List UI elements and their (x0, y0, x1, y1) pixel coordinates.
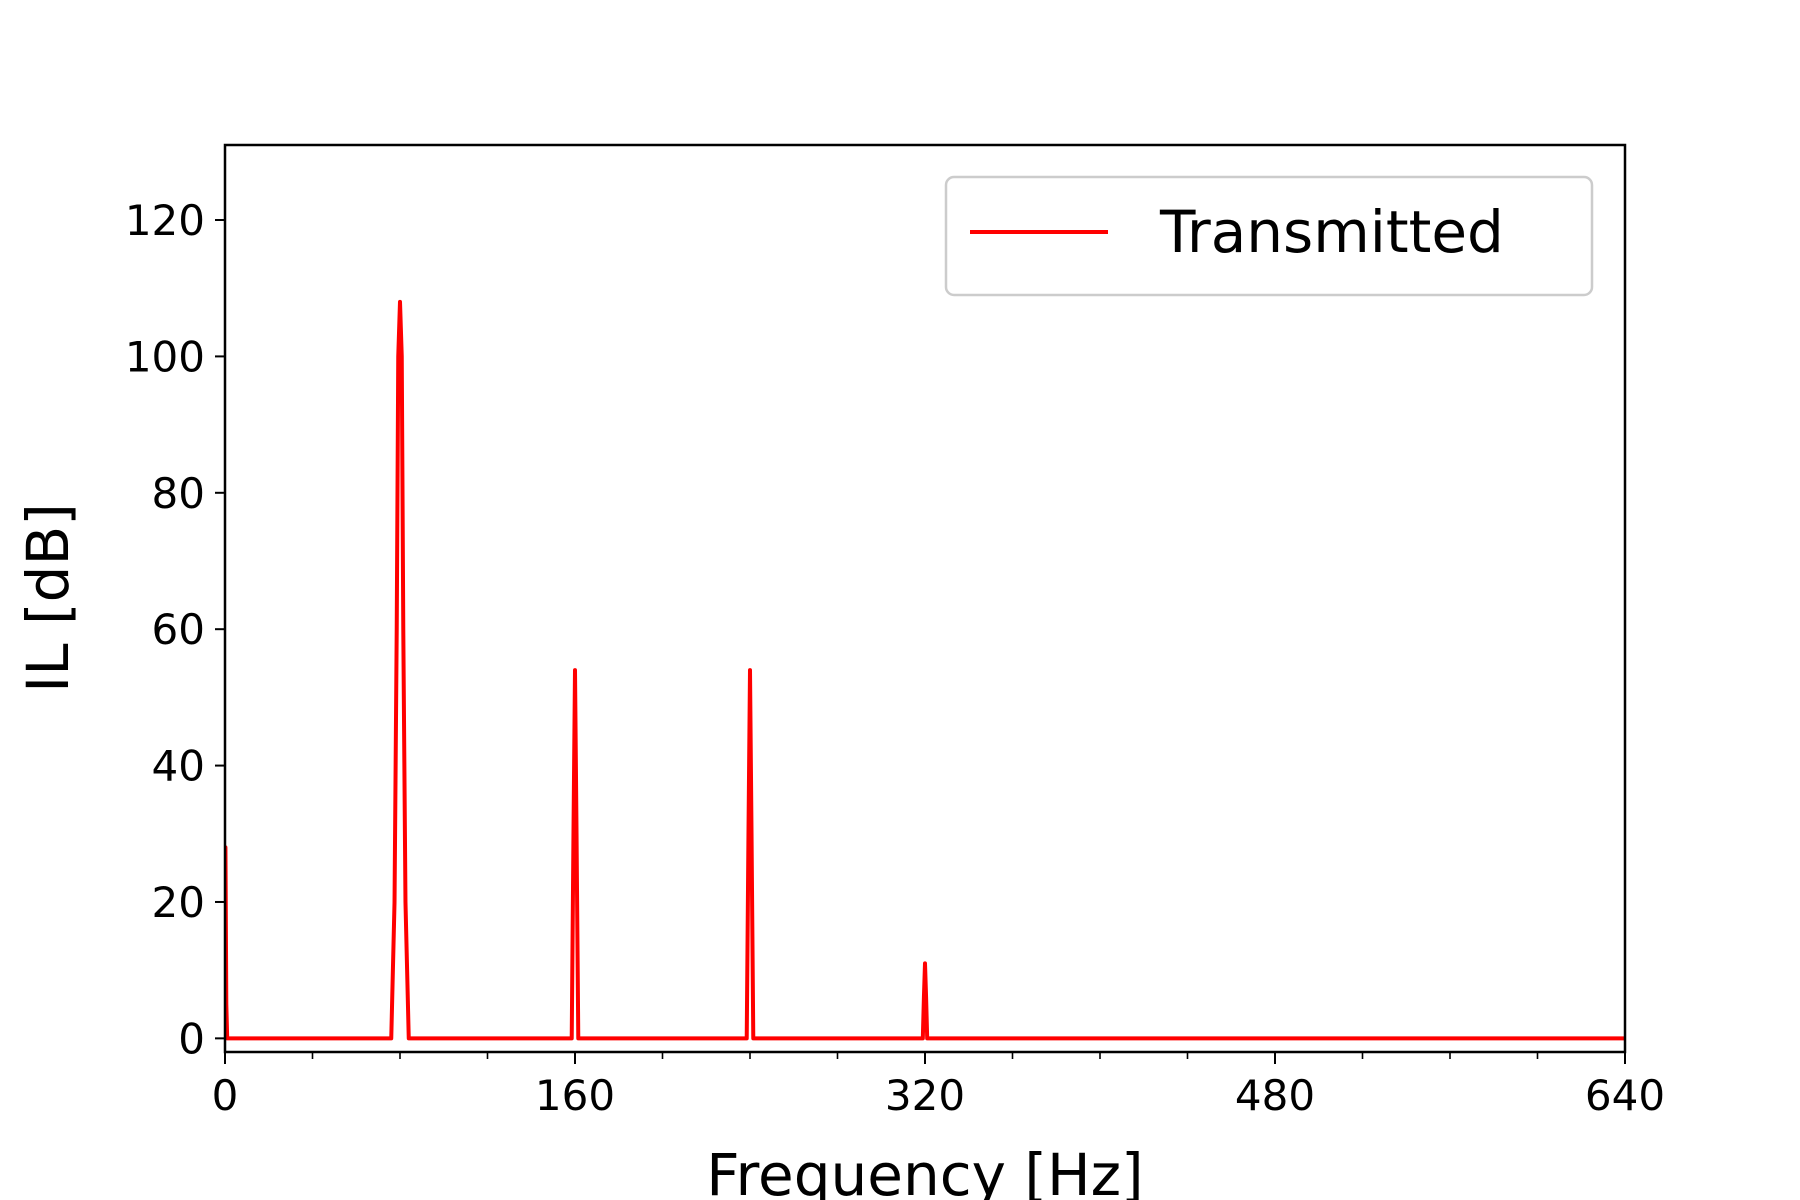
y-tick-label: 120 (125, 196, 205, 245)
plot-layer (225, 299, 1625, 1041)
series-line-transmitted (225, 299, 1625, 1041)
legend-box (944, 175, 1594, 297)
x-tick-label: 640 (1585, 1071, 1665, 1120)
y-tick-label: 100 (125, 332, 205, 381)
legend: Transmitted (944, 175, 1594, 297)
x-tick-label: 0 (212, 1071, 239, 1120)
y-tick-label: 0 (178, 1014, 205, 1063)
x-tick-label: 160 (535, 1071, 615, 1120)
ticks-layer: 0 20 40 60 80 100 120 0 160 320 480 640 (125, 196, 1665, 1120)
y-tick-label: 20 (152, 878, 205, 927)
y-tick-label: 80 (152, 469, 205, 518)
y-axis-label: IL [dB] (14, 503, 82, 693)
y-tick-label: 60 (152, 605, 205, 654)
y-tick-label: 40 (152, 742, 205, 791)
x-axis-label: Frequency [Hz] (706, 1141, 1143, 1200)
legend-label-transmitted: Transmitted (1159, 198, 1504, 266)
x-tick-label: 320 (885, 1071, 965, 1120)
axes-frame (223, 143, 1627, 1054)
x-tick-label: 480 (1235, 1071, 1315, 1120)
